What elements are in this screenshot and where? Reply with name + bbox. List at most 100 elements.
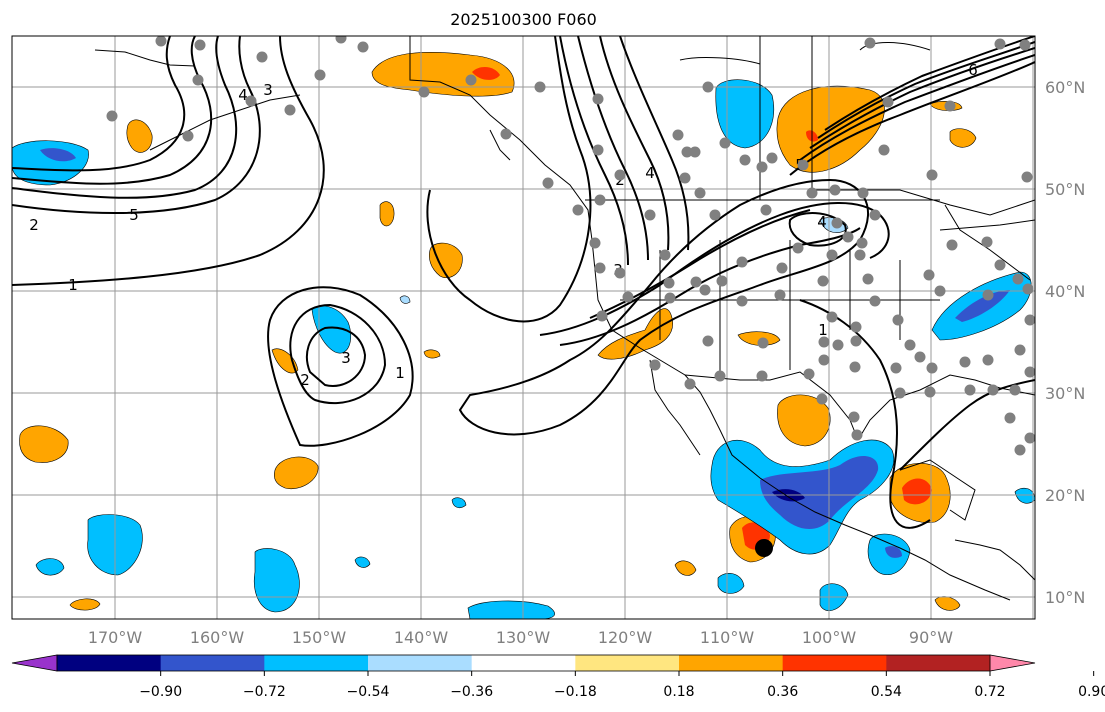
- station-dot: [829, 184, 841, 196]
- station-dot: [959, 356, 971, 368]
- station-dot: [964, 384, 976, 396]
- colorbar-tick-label: −0.72: [243, 684, 286, 700]
- colorbar-tick-label: 0.36: [767, 684, 798, 700]
- colorbar-tick-label: −0.54: [347, 684, 390, 700]
- longitude-label: 130°W: [496, 628, 551, 647]
- station-dot: [982, 289, 994, 301]
- station-dot: [987, 384, 999, 396]
- station-dot: [756, 161, 768, 173]
- station-dot: [806, 187, 818, 199]
- station-dot: [831, 217, 843, 229]
- longitude-label: 140°W: [394, 628, 449, 647]
- longitude-label: 160°W: [190, 628, 245, 647]
- station-dot: [818, 336, 830, 348]
- colorbar-extend-left: [11, 654, 58, 672]
- station-dot: [776, 262, 788, 274]
- station-dot: [739, 154, 751, 166]
- colorbar-extend-right: [989, 654, 1036, 672]
- station-dot: [1009, 384, 1021, 396]
- station-dot: [644, 209, 656, 221]
- station-dot: [594, 262, 606, 274]
- station-dot: [192, 74, 204, 86]
- station-dot: [757, 337, 769, 349]
- station-dot: [926, 169, 938, 181]
- colorbar-cell: [471, 655, 576, 671]
- longitude-label: 110°W: [700, 628, 755, 647]
- station-dot: [702, 335, 714, 347]
- colorbar-cell: [57, 655, 162, 671]
- station-dot: [856, 237, 868, 249]
- station-dot: [857, 187, 869, 199]
- station-dot: [572, 204, 584, 216]
- station-dot: [818, 354, 830, 366]
- station-dot: [890, 362, 902, 374]
- longitude-label: 120°W: [598, 628, 653, 647]
- station-dot: [155, 36, 167, 47]
- latitude-label: 60°N: [1045, 78, 1085, 97]
- station-dot: [663, 277, 675, 289]
- contour-label: 4: [817, 213, 827, 231]
- station-dot: [672, 129, 684, 141]
- longitude-label: 170°W: [88, 628, 143, 647]
- station-dot: [862, 273, 874, 285]
- station-dot: [500, 128, 512, 140]
- station-dot: [594, 194, 606, 206]
- station-dot: [850, 335, 862, 347]
- longitude-label: 100°W: [802, 628, 857, 647]
- station-dot: [614, 267, 626, 279]
- station-dot: [1014, 344, 1026, 356]
- station-dot: [882, 96, 894, 108]
- station-dot: [994, 259, 1006, 271]
- latitude-label: 40°N: [1045, 282, 1085, 301]
- station-dot: [904, 339, 916, 351]
- colorbar-cell: [575, 655, 680, 671]
- station-dot: [736, 295, 748, 307]
- colorbar-cell: [886, 655, 991, 671]
- station-dot: [714, 370, 726, 382]
- station-dot: [542, 177, 554, 189]
- coastlines: [94, 36, 1035, 601]
- contour-label: 3: [341, 349, 351, 367]
- station-dot: [659, 249, 671, 261]
- contour-label: 1: [818, 321, 828, 339]
- contour-label: 2: [29, 216, 39, 234]
- station-dot: [792, 242, 804, 254]
- station-dot: [694, 187, 706, 199]
- station-dot: [592, 144, 604, 156]
- contour-label: 4: [238, 86, 248, 104]
- station-dot: [719, 137, 731, 149]
- colorbar-tick-label: −0.36: [450, 684, 493, 700]
- station-dot: [924, 386, 936, 398]
- station-dot: [465, 74, 477, 86]
- contour-label: 1: [395, 364, 405, 382]
- longitude-axis: 170°W 160°W 150°W 140°W 130°W 120°W 110°…: [88, 628, 953, 647]
- colorbar-cell: [679, 655, 784, 671]
- latitude-axis: 60°N 50°N 40°N 30°N 20°N 10°N: [1045, 78, 1085, 607]
- station-dot: [622, 291, 634, 303]
- station-dot: [816, 393, 828, 405]
- station-dot: [869, 209, 881, 221]
- station-dot: [664, 292, 676, 304]
- colorbar-cell: [160, 655, 265, 671]
- station-dot: [817, 275, 829, 287]
- colorbar-cell: [782, 655, 887, 671]
- station-dot: [1014, 444, 1026, 456]
- station-dot: [314, 69, 326, 81]
- station-dot: [702, 81, 714, 93]
- colorbar-tick-label: −0.90: [139, 684, 182, 700]
- station-dot: [1019, 39, 1031, 51]
- station-dot: [679, 172, 691, 184]
- station-dot: [944, 100, 956, 112]
- station-dot: [1024, 432, 1035, 444]
- station-dot: [994, 38, 1006, 50]
- latitude-label: 20°N: [1045, 486, 1085, 505]
- station-dot: [690, 276, 702, 288]
- colorbar: −0.90 −0.72 −0.54 −0.36 −0.18 0.18 0.36 0.54 0.7…: [11, 654, 1105, 700]
- colorbar-tick-label: 0.90: [1078, 684, 1105, 700]
- station-dot: [245, 95, 257, 107]
- station-dot: [946, 239, 958, 251]
- station-dot: [589, 237, 601, 249]
- contour-label: 2: [300, 371, 310, 389]
- station-dot: [592, 93, 604, 105]
- map-title: 2025100300 F060: [450, 10, 597, 29]
